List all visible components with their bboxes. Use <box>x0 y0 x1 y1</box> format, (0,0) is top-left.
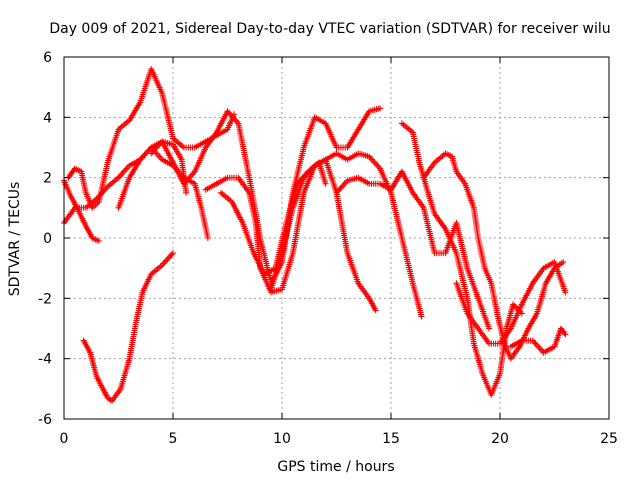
data-point-markers <box>61 177 102 244</box>
x-tick-label: 5 <box>169 431 178 447</box>
series-sat-i <box>268 150 425 320</box>
series-sat-a <box>61 177 102 244</box>
x-tick-label: 25 <box>600 431 618 447</box>
data-point-markers <box>115 144 211 241</box>
series-sat-m <box>453 259 569 347</box>
series-sat-l <box>420 150 567 362</box>
x-tick-label: 15 <box>382 431 400 447</box>
grid <box>64 57 609 419</box>
y-axis-label: SDTVAR / TECUs <box>7 182 23 297</box>
y-tick-label: -6 <box>38 412 52 428</box>
series-sat-e <box>115 144 211 241</box>
data-point-markers <box>268 150 425 320</box>
series-sat-j <box>333 168 493 332</box>
series-sat-n <box>507 325 569 356</box>
y-tick-label: 6 <box>43 50 52 66</box>
series-sat-k <box>398 120 525 398</box>
data-point-markers <box>420 150 567 362</box>
x-tick-label: 10 <box>273 431 291 447</box>
data-point-markers <box>80 250 176 404</box>
x-tick-label: 0 <box>60 431 69 447</box>
x-tick-label: 20 <box>491 431 509 447</box>
y-tick-label: -2 <box>38 291 52 307</box>
data-points <box>61 66 569 404</box>
series-sat-d <box>80 250 176 404</box>
data-point-markers <box>453 259 569 347</box>
chart-title: Day 009 of 2021, Sidereal Day-to-day VTE… <box>49 21 610 37</box>
y-tick-label: 4 <box>43 110 52 126</box>
series-sat-g <box>202 156 379 314</box>
data-point-markers <box>202 156 379 314</box>
x-axis-label: GPS time / hours <box>277 459 394 475</box>
data-point-markers <box>333 168 493 332</box>
y-tick-label: -4 <box>38 352 52 368</box>
data-point-markers <box>398 120 525 398</box>
y-tick-label: 2 <box>43 171 52 187</box>
y-tick-label: 0 <box>43 231 52 247</box>
data-point-markers <box>507 325 569 356</box>
